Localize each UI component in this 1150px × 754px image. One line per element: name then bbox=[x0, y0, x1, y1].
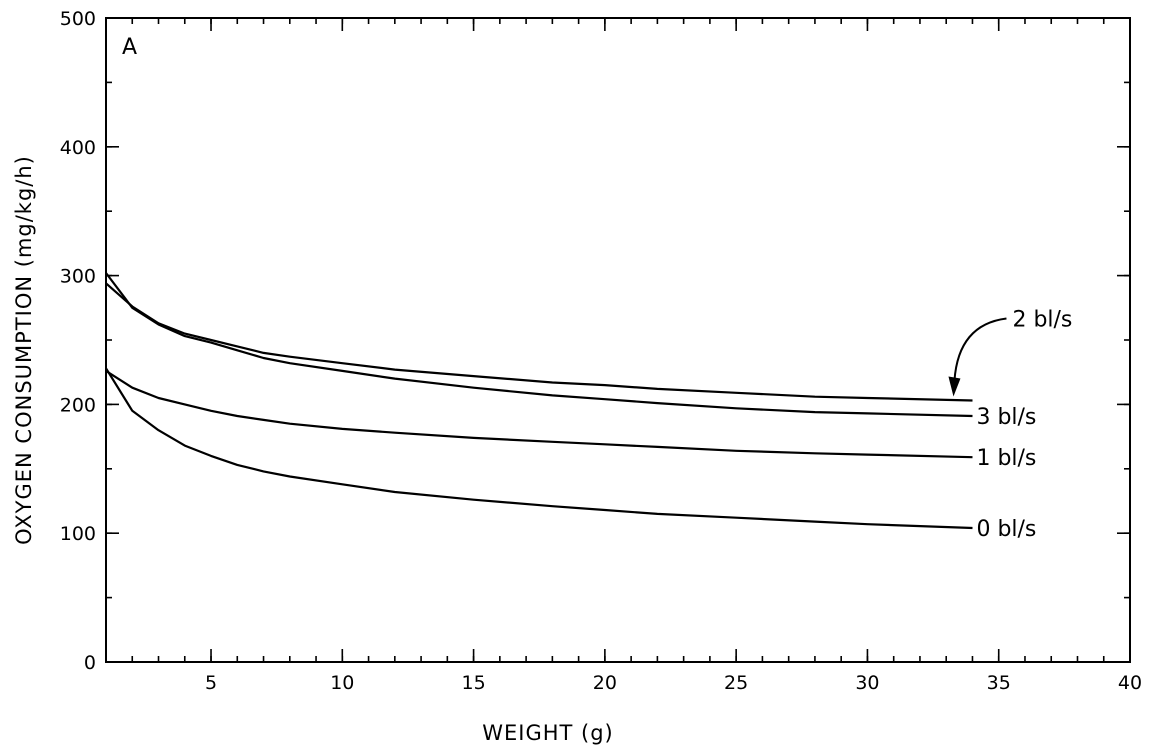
y-axis-title: OXYGEN CONSUMPTION (mg/kg/h) bbox=[12, 155, 36, 545]
y-tick-label: 300 bbox=[60, 266, 96, 288]
series-label: 0 bl/s bbox=[976, 517, 1036, 542]
series-line-3-bl-s bbox=[105, 272, 973, 418]
annotation-arrow bbox=[953, 317, 1007, 381]
panel-label: A bbox=[122, 35, 137, 60]
x-tick-label: 35 bbox=[987, 672, 1011, 694]
y-tick-label: 100 bbox=[60, 523, 96, 545]
series-line-2-bl-s bbox=[105, 282, 973, 402]
series-line-0-bl-s bbox=[105, 367, 973, 530]
x-tick-label: 25 bbox=[724, 672, 748, 694]
x-tick-label: 15 bbox=[461, 672, 485, 694]
y-tick-label: 200 bbox=[60, 394, 96, 416]
annotation-label: 2 bl/s bbox=[1012, 308, 1072, 333]
series-line-1-bl-s bbox=[105, 369, 973, 459]
y-tick-label: 0 bbox=[84, 652, 96, 674]
y-tick-label: 500 bbox=[60, 8, 96, 30]
x-axis-title: WEIGHT (g) bbox=[482, 721, 614, 745]
x-tick-label: 30 bbox=[855, 672, 879, 694]
y-tick-label: 400 bbox=[60, 137, 96, 159]
series-label: 3 bl/s bbox=[976, 405, 1036, 430]
x-tick-label: 5 bbox=[205, 672, 217, 694]
series-label: 1 bl/s bbox=[976, 446, 1036, 471]
annotation-arrow-head bbox=[948, 376, 961, 397]
axes bbox=[105, 17, 1131, 663]
plot-frame bbox=[105, 17, 1131, 663]
series-lines bbox=[105, 272, 973, 530]
x-tick-label: 20 bbox=[593, 672, 617, 694]
x-tick-label: 40 bbox=[1118, 672, 1142, 694]
x-tick-label: 10 bbox=[330, 672, 354, 694]
